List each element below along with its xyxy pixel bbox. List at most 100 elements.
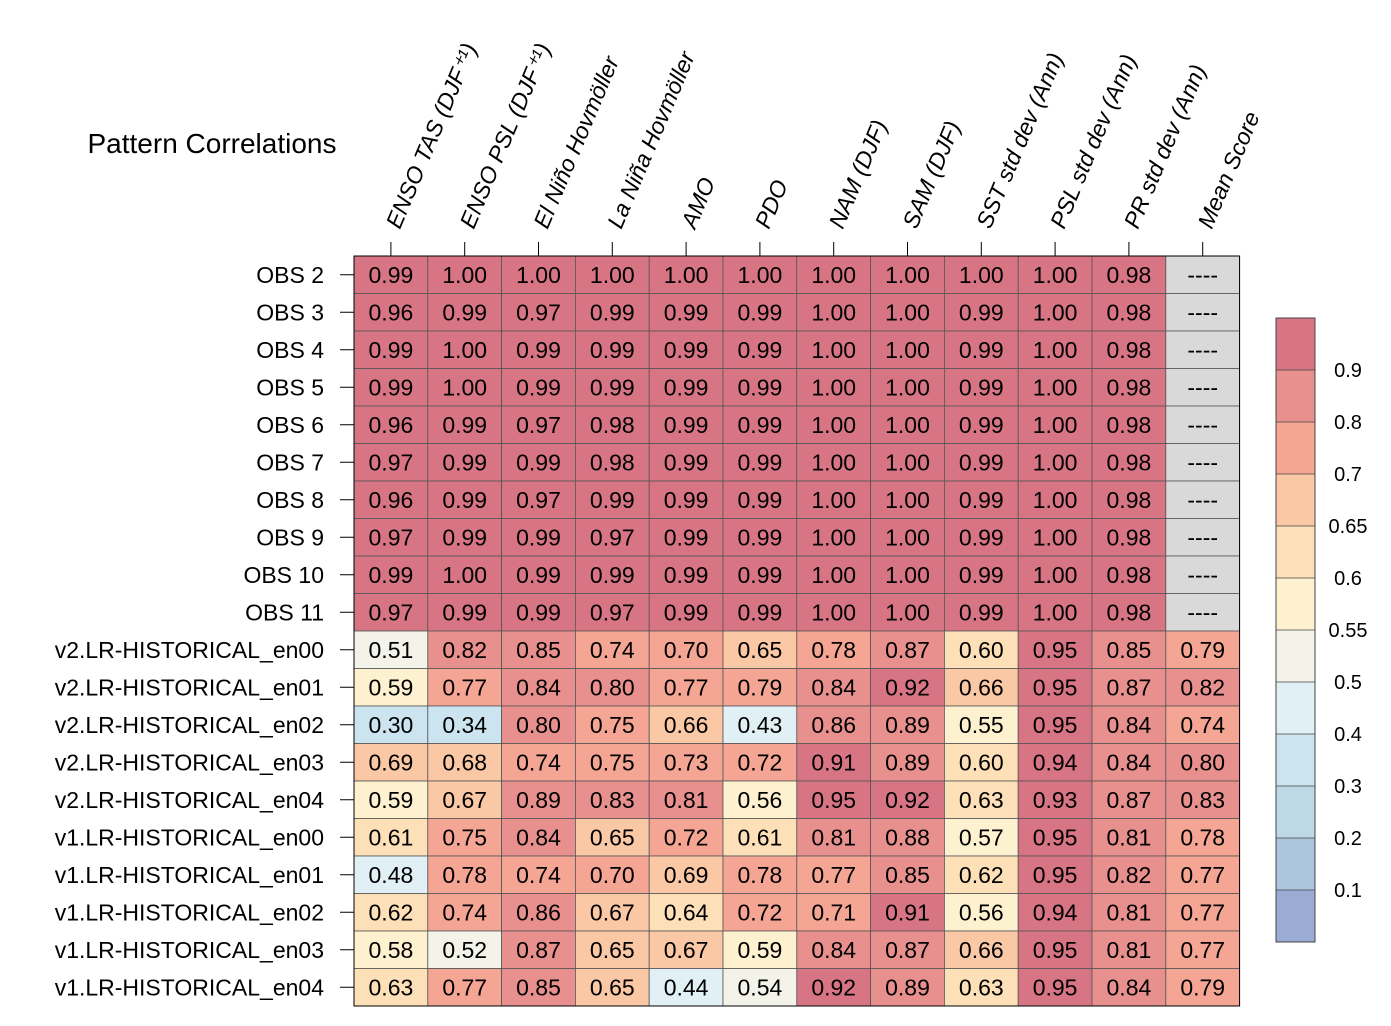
cell-value-label: 0.67 — [664, 937, 709, 963]
heatmap-cell — [427, 780, 502, 819]
cell-value-label: 0.74 — [516, 749, 561, 775]
heatmap-cell — [796, 818, 871, 857]
heatmap-cell — [575, 518, 650, 557]
cell-value-label: 0.81 — [1107, 937, 1152, 963]
cell-value-label: 1.00 — [811, 299, 856, 325]
heatmap-cell — [648, 555, 724, 594]
heatmap-cell — [796, 443, 871, 482]
cell-value-label: 0.63 — [959, 974, 1004, 1000]
cell-value-label: 0.67 — [590, 899, 635, 925]
cell-value-label: 1.00 — [885, 524, 930, 550]
cell-value-label: 1.00 — [811, 374, 856, 400]
heatmap-cell — [353, 443, 429, 482]
cell-value-label: 0.99 — [664, 599, 709, 625]
cell-value-label: 0.98 — [590, 412, 635, 438]
cell-value-label: 0.93 — [1033, 787, 1078, 813]
heatmap-cell — [1017, 855, 1093, 894]
row-label: v2.LR-HISTORICAL_en01 — [55, 674, 324, 700]
cell-value-label: 0.82 — [1180, 674, 1225, 700]
cell-value-label: 0.98 — [1107, 374, 1152, 400]
cell-value-label: ---- — [1187, 487, 1218, 513]
cell-value-label: 1.00 — [1033, 524, 1078, 550]
cell-value-label: 0.74 — [590, 637, 635, 663]
cell-value-label: 0.87 — [885, 637, 930, 663]
cell-value-label: 0.81 — [1107, 824, 1152, 850]
heatmap-cell — [1091, 555, 1167, 594]
cell-value-label: 0.82 — [1107, 862, 1152, 888]
cell-value-label: 0.85 — [516, 974, 561, 1000]
heatmap-cell — [1017, 930, 1093, 969]
colorbar-segment — [1276, 890, 1315, 942]
cell-value-label: 0.72 — [738, 749, 783, 775]
heatmap-cell — [1091, 518, 1167, 557]
cell-value-label: ---- — [1187, 262, 1218, 288]
cell-value-label: 0.65 — [590, 937, 635, 963]
cell-value-label: 1.00 — [1033, 449, 1078, 475]
cell-value-label: 0.87 — [885, 937, 930, 963]
cell-value-label: 0.79 — [1180, 974, 1225, 1000]
heatmap-cell — [944, 405, 1019, 444]
heatmap-cell — [1165, 480, 1241, 519]
heatmap-cell — [575, 593, 650, 632]
cell-value-label: 0.54 — [738, 974, 783, 1000]
cell-value-label: 0.99 — [738, 524, 783, 550]
cell-value-label: 0.99 — [959, 374, 1004, 400]
cell-value-label: 0.56 — [738, 787, 783, 813]
cell-value-label: 0.99 — [738, 562, 783, 588]
colorbar-tick-label: 0.4 — [1334, 724, 1362, 746]
heatmap-cell — [427, 705, 502, 744]
cell-value-label: 0.72 — [664, 824, 709, 850]
heatmap-cell — [501, 743, 576, 782]
colorbar-segment — [1276, 370, 1315, 422]
heatmap-cell — [648, 668, 724, 707]
cell-value-label: 1.00 — [811, 487, 856, 513]
heatmap-cell — [1017, 743, 1093, 782]
heatmap-cell — [501, 818, 576, 857]
heatmap-cell — [575, 293, 650, 332]
cell-value-label: 0.99 — [590, 337, 635, 363]
heatmap-cell — [1017, 480, 1093, 519]
cell-value-label: 0.95 — [1033, 937, 1078, 963]
heatmap-cell — [722, 480, 798, 519]
heatmap-cell — [648, 893, 724, 932]
heatmap-cell — [501, 593, 576, 632]
colorbar-tick-label: 0.65 — [1329, 516, 1368, 538]
row-label: v1.LR-HISTORICAL_en02 — [55, 899, 324, 925]
heatmap-cell — [722, 293, 798, 332]
heatmap-cell — [796, 668, 871, 707]
heatmap-cell — [501, 893, 576, 932]
cell-value-label: 0.97 — [369, 449, 414, 475]
heatmap-cell — [501, 780, 576, 819]
cell-value-label: 0.71 — [811, 899, 856, 925]
cell-value-label: 0.84 — [1107, 712, 1152, 738]
heatmap-cells: 0.99 1.00 1.00 1.00 1.00 1.00 1.00 1.00 1.00 1.00… — [353, 255, 1241, 1007]
cell-value-label: 0.80 — [516, 712, 561, 738]
heatmap-cell — [353, 480, 429, 519]
cell-value-label: 1.00 — [442, 562, 487, 588]
colorbar-tick-label: 0.55 — [1329, 620, 1368, 642]
heatmap-cell — [1091, 668, 1167, 707]
cell-value-label: 0.81 — [811, 824, 856, 850]
column-label: SAM (DJF) — [897, 117, 965, 232]
heatmap-cell — [501, 405, 576, 444]
row-label: v2.LR-HISTORICAL_en00 — [55, 637, 324, 663]
cell-value-label: 0.99 — [664, 412, 709, 438]
cell-value-label: ---- — [1187, 524, 1218, 550]
heatmap-cell — [1165, 893, 1241, 932]
cell-value-label: 0.85 — [885, 862, 930, 888]
cell-value-label: 0.43 — [738, 712, 783, 738]
row-label: OBS 11 — [245, 599, 324, 625]
cell-value-label: 0.99 — [369, 337, 414, 363]
cell-value-label: 0.98 — [1107, 449, 1152, 475]
heatmap-cell — [870, 555, 945, 594]
cell-value-label: 0.92 — [885, 787, 930, 813]
heatmap-cell — [1017, 293, 1093, 332]
row-label: OBS 10 — [243, 562, 324, 588]
cell-value-label: 0.97 — [369, 599, 414, 625]
cell-value-label: 0.99 — [738, 412, 783, 438]
heatmap-cell — [575, 668, 650, 707]
heatmap-cell — [1017, 443, 1093, 482]
cell-value-label: 0.66 — [959, 937, 1004, 963]
cell-value-label: 1.00 — [1033, 412, 1078, 438]
cell-value-label: 1.00 — [885, 487, 930, 513]
